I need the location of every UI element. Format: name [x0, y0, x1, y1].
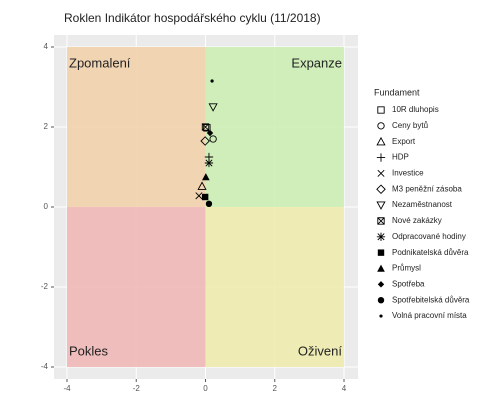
- y-tick-label: -2: [41, 282, 49, 291]
- legend-key: [377, 249, 385, 256]
- legend-label: Investice: [392, 169, 424, 178]
- point: [204, 158, 214, 168]
- point: [210, 79, 214, 83]
- legend-label: Podnikatelská důvěra: [392, 248, 469, 257]
- point: [195, 192, 203, 200]
- legend-key: [379, 314, 383, 318]
- legend-key: [377, 217, 385, 225]
- legend-key: [377, 296, 385, 304]
- legend-key: [377, 106, 385, 114]
- y-tick-label: 0: [44, 202, 49, 211]
- legend-key: [377, 169, 385, 177]
- x-tick-label: -2: [133, 384, 141, 393]
- legend-title: Fundament: [374, 87, 420, 97]
- x-tick-label: -4: [63, 384, 71, 393]
- point: [209, 135, 217, 143]
- quadrant: [205, 47, 344, 207]
- legend-label: Průmysl: [392, 264, 421, 273]
- quadrant-label: Expanze: [291, 55, 342, 70]
- legend-label: 10R dluhopis: [392, 105, 439, 114]
- quadrant-label: Pokles: [69, 343, 109, 358]
- legend-key: [376, 232, 386, 241]
- quadrant: [67, 207, 206, 367]
- quadrant: [205, 207, 344, 367]
- quadrant-label: Zpomalení: [69, 55, 131, 70]
- y-tick-label: 4: [44, 42, 49, 51]
- legend-label: Spotřeba: [392, 279, 425, 288]
- point: [205, 200, 213, 207]
- legend-label: M3 peněžní zásoba: [392, 184, 462, 193]
- legend-label: HDP: [392, 153, 409, 162]
- legend-key: [377, 281, 385, 288]
- x-tick-label: 4: [342, 384, 347, 393]
- point: [201, 123, 210, 131]
- legend-key: [376, 136, 386, 146]
- point: [200, 136, 210, 146]
- point: [202, 173, 210, 181]
- legend-key: [377, 122, 385, 130]
- legend-label: Spotřebitelská důvěra: [392, 295, 470, 304]
- legend-key: [376, 201, 386, 210]
- quadrant: [67, 47, 206, 207]
- legend-key: [377, 264, 385, 272]
- legend-key: [376, 184, 386, 195]
- legend-label: Ceny bytů: [392, 121, 428, 130]
- y-tick-label: -4: [41, 362, 49, 371]
- point: [208, 103, 218, 112]
- legend-key: [376, 153, 386, 162]
- x-tick-label: 0: [203, 384, 208, 393]
- point: [201, 193, 209, 201]
- x-tick-label: 2: [273, 384, 278, 393]
- legend-label: Export: [392, 137, 416, 146]
- legend-label: Nezaměstnanost: [392, 200, 453, 209]
- chart-title: Roklen Indikátor hospodářského cyklu (11…: [64, 11, 321, 25]
- legend-label: Odpracované hodiny: [392, 232, 466, 241]
- point: [197, 181, 207, 190]
- y-tick-label: 2: [44, 122, 49, 131]
- quadrant-label: Oživení: [298, 343, 342, 358]
- legend-label: Volná pracovní místa: [392, 311, 467, 320]
- legend-label: Nové zakázky: [392, 216, 442, 225]
- point: [206, 129, 214, 137]
